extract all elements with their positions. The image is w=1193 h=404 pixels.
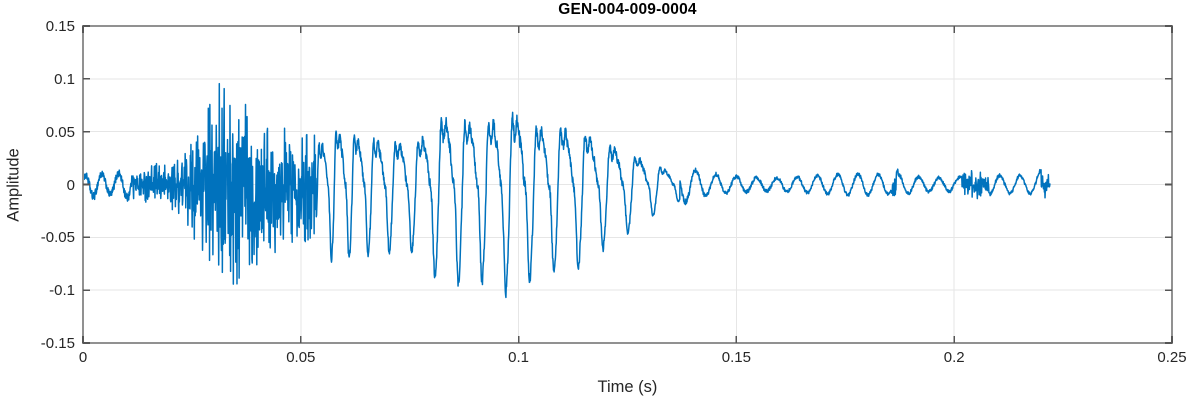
chart-title: GEN-004-009-0004: [558, 1, 697, 18]
y-tick-label: 0: [66, 176, 75, 194]
x-tick-label: 0.25: [1157, 349, 1187, 366]
waveform-series: [82, 82, 1051, 299]
x-axis-label: Time (s): [597, 378, 658, 396]
y-tick-label: -0.1: [49, 282, 75, 300]
x-tick-label: 0.1: [508, 349, 530, 366]
x-tick-label: 0.2: [943, 349, 965, 366]
y-tick-label: 0.15: [45, 18, 75, 35]
y-tick-label: 0.1: [54, 70, 75, 88]
y-tick-label: -0.05: [40, 229, 75, 247]
x-tick-label: 0.15: [721, 349, 751, 366]
x-tick-label: 0.05: [286, 349, 316, 366]
x-tick-label: 0: [78, 349, 88, 366]
y-tick-label: 0.05: [45, 123, 75, 141]
y-tick-label: -0.15: [40, 335, 75, 352]
